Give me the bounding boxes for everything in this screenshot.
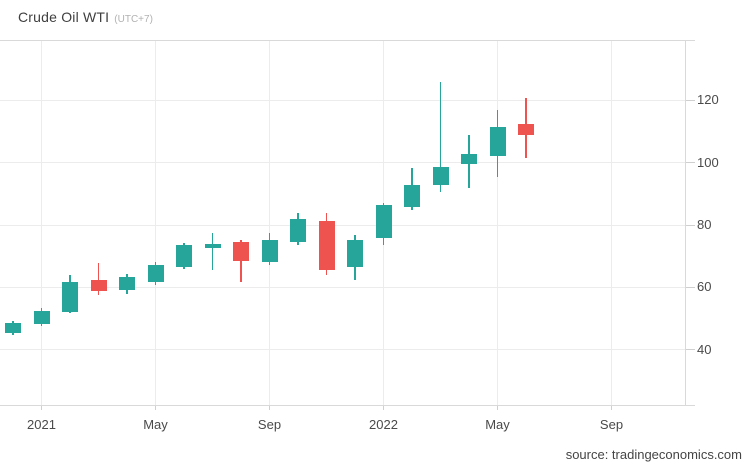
candle-body-2021-12[interactable] [347, 240, 363, 267]
x-axis-tick [611, 405, 612, 410]
x-gridline [41, 40, 42, 405]
candle-body-2022-03[interactable] [432, 166, 449, 185]
y-axis-label: 40 [697, 341, 712, 357]
x-axis-line [0, 404, 695, 406]
candle-wick-2022-03[interactable] [439, 81, 442, 193]
y-axis-label: 60 [697, 279, 712, 295]
chart-title: Crude Oil WTI [18, 9, 110, 25]
x-axis-label: May [485, 417, 510, 432]
candle-wick-2021-08[interactable] [240, 240, 242, 282]
x-axis-label: Sep [599, 417, 624, 432]
candle-body-2021-05[interactable] [147, 265, 164, 283]
candle-body-2022-04[interactable] [461, 154, 477, 165]
candle-body-2022-06[interactable] [518, 123, 534, 136]
x-axis-label: May [143, 417, 168, 432]
y-axis-tick [685, 99, 695, 101]
y-axis-tick [685, 224, 695, 226]
x-gridline [155, 40, 156, 405]
y-gridline [0, 99, 685, 101]
x-gridline [497, 40, 498, 405]
candle-body-2022-05[interactable] [489, 126, 506, 156]
candle-wick-2021-03[interactable] [97, 263, 100, 295]
y-gridline [0, 162, 685, 164]
candle-body-2021-11[interactable] [318, 221, 335, 271]
source-credit: source: tradingeconomics.com [565, 447, 742, 462]
x-axis-label: 2022 [369, 417, 398, 432]
y-axis-tick [685, 286, 695, 288]
x-gridline [611, 40, 612, 405]
x-axis-label: 2021 [27, 417, 56, 432]
candle-body-2020-12[interactable] [5, 323, 21, 333]
candle-body-2022-02[interactable] [404, 184, 420, 208]
x-axis-tick [155, 405, 156, 410]
x-axis-tick [269, 405, 270, 410]
y-axis-tick [685, 162, 695, 164]
y-axis-label: 100 [697, 154, 719, 170]
x-axis-tick [41, 405, 42, 410]
y-axis-tick [685, 349, 695, 351]
x-axis-label: Sep [257, 417, 282, 432]
candle-body-2021-02[interactable] [62, 282, 78, 313]
candle-body-2021-03[interactable] [90, 280, 107, 292]
y-gridline [0, 224, 685, 226]
y-gridline [0, 286, 685, 288]
y-axis-line [684, 40, 686, 405]
chart-timezone-label: (UTC+7) [114, 14, 153, 25]
candle-body-2021-08[interactable] [233, 241, 249, 261]
x-axis-tick [497, 405, 498, 410]
plot-top-border [0, 39, 695, 41]
candle-body-2021-07[interactable] [204, 244, 221, 249]
candle-body-2021-10[interactable] [290, 218, 306, 243]
candle-body-2022-01[interactable] [375, 204, 392, 238]
y-axis-label: 120 [697, 92, 719, 108]
chart-header: Crude Oil WTI (UTC+7) [18, 9, 153, 27]
y-axis-label: 80 [697, 217, 712, 233]
candle-wick-2021-07[interactable] [211, 232, 214, 271]
candle-body-2021-01[interactable] [33, 311, 50, 325]
x-gridline [269, 40, 270, 405]
x-axis-tick [383, 405, 384, 410]
candle-body-2021-09[interactable] [261, 240, 278, 262]
candle-body-2021-04[interactable] [119, 277, 135, 291]
candle-body-2021-06[interactable] [176, 245, 192, 267]
y-gridline [0, 349, 685, 351]
